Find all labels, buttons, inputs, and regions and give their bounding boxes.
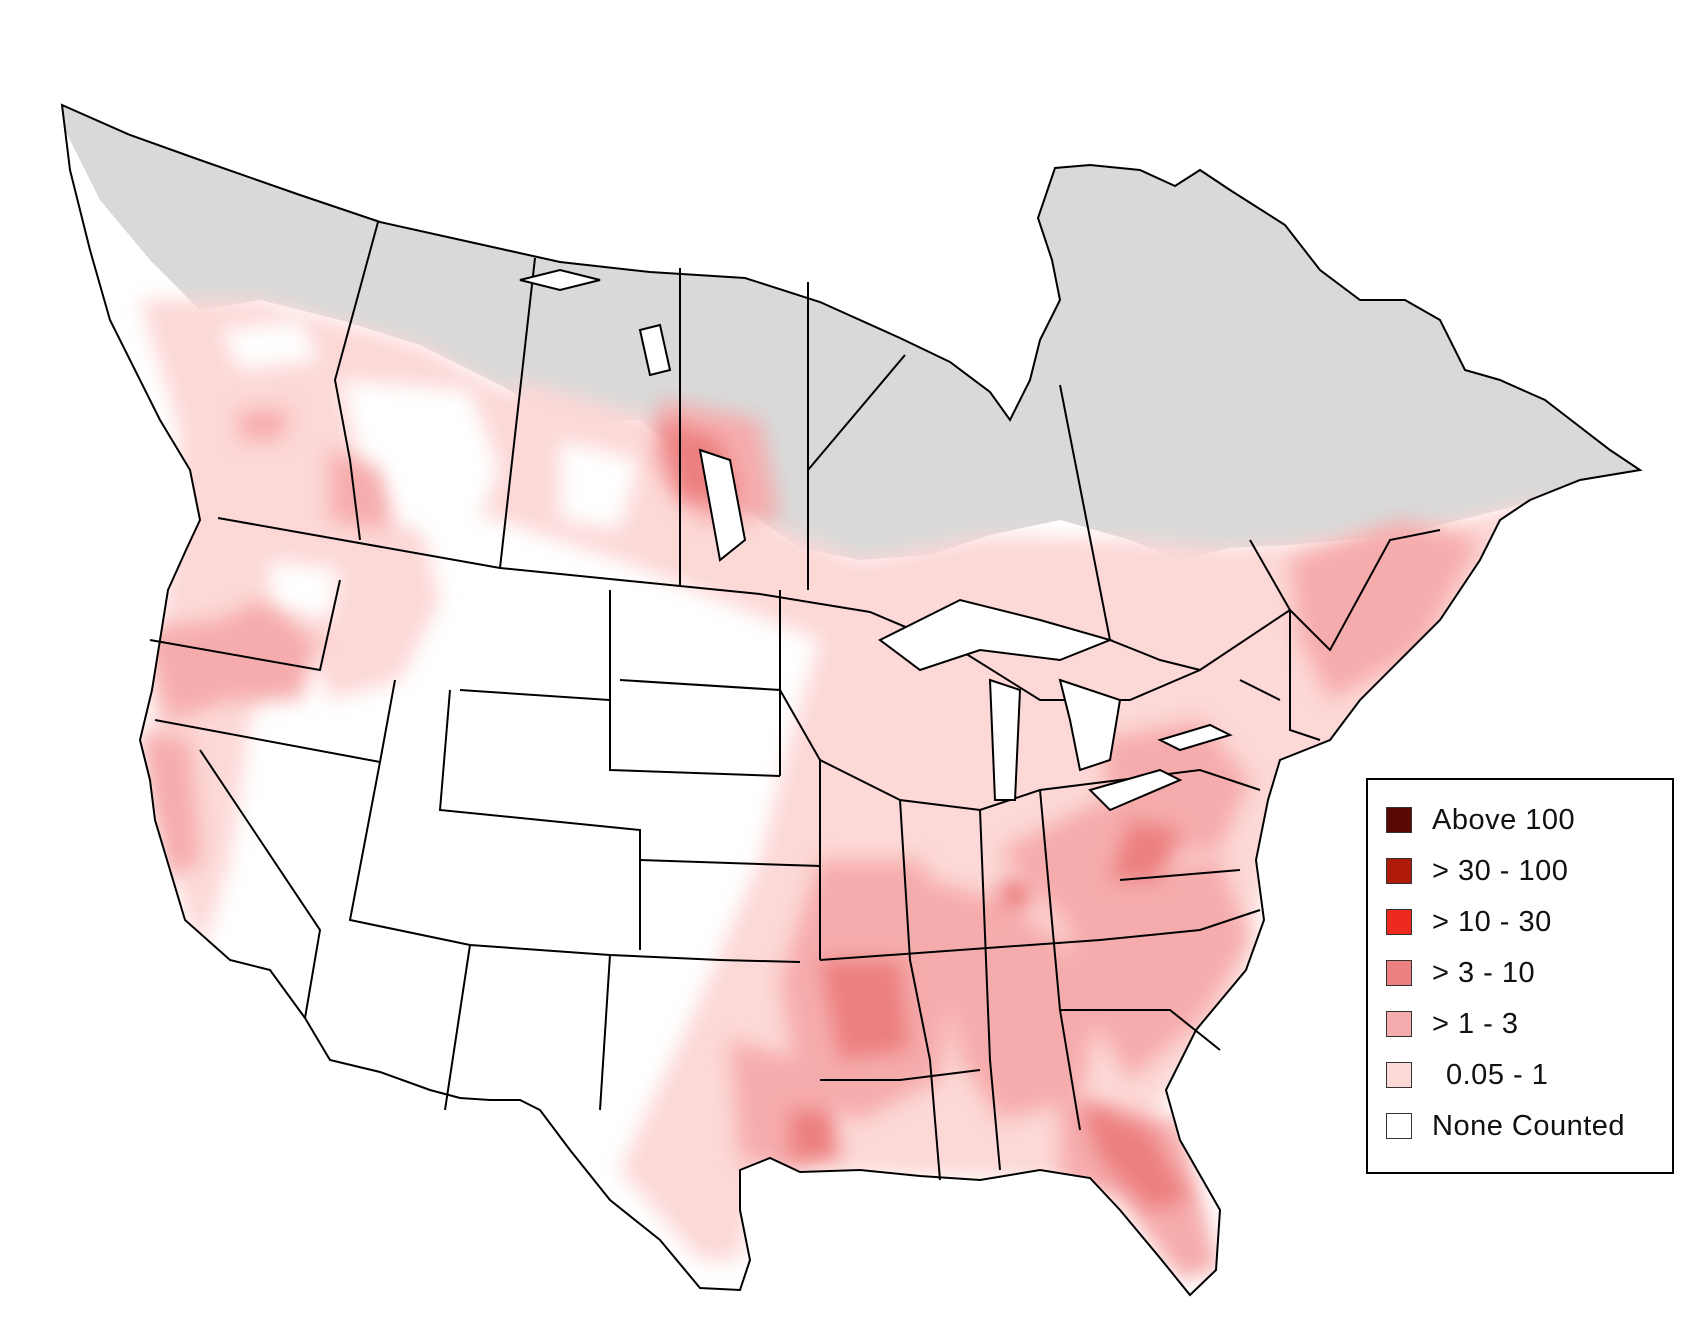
legend: Above 100 > 30 - 100 > 10 - 30 > 3 - 10 … (1366, 778, 1674, 1174)
coastline (60, 103, 1643, 1297)
legend-swatch (1386, 807, 1412, 833)
legend-label: None Counted (1432, 1109, 1626, 1142)
legend-swatch (1386, 1011, 1412, 1037)
lake-michigan (988, 678, 1022, 801)
lake-ontario (1157, 723, 1233, 752)
legend-swatch (1386, 960, 1412, 986)
lake-athabasca (638, 323, 672, 377)
abundance-zone-none (220, 320, 640, 620)
boundaries (60, 103, 1643, 1297)
great-slave-lake (519, 268, 601, 292)
legend-swatch (1386, 858, 1412, 884)
legend-item-30-100: > 30 - 100 (1386, 855, 1568, 887)
legend-label: > 10 - 30 (1432, 905, 1552, 938)
legend-label: Above 100 (1432, 803, 1576, 836)
legend-swatch (1386, 909, 1412, 935)
lake-superior (878, 598, 1114, 672)
legend-item-above-100: Above 100 (1386, 804, 1575, 836)
abundance-zone-high (660, 420, 1190, 1210)
great-lakes (519, 268, 1233, 812)
legend-item-005-1: 0.05 - 1 (1386, 1059, 1548, 1091)
lake-huron (1058, 678, 1122, 772)
legend-item-1-3: > 1 - 3 (1386, 1008, 1519, 1040)
legend-item-10-30: > 10 - 30 (1386, 906, 1552, 938)
legend-swatch (1386, 1062, 1412, 1088)
legend-swatch (1386, 1113, 1412, 1139)
legend-label: > 30 - 100 (1432, 854, 1569, 887)
legend-label: > 1 - 3 (1432, 1007, 1519, 1040)
legend-label: 0.05 - 1 (1446, 1058, 1549, 1091)
lake-winnipeg (698, 448, 747, 562)
legend-item-3-10: > 3 - 10 (1386, 957, 1535, 989)
legend-label: > 3 - 10 (1432, 956, 1536, 989)
legend-item-none-counted: None Counted (1386, 1110, 1625, 1142)
lake-erie (1088, 768, 1183, 812)
